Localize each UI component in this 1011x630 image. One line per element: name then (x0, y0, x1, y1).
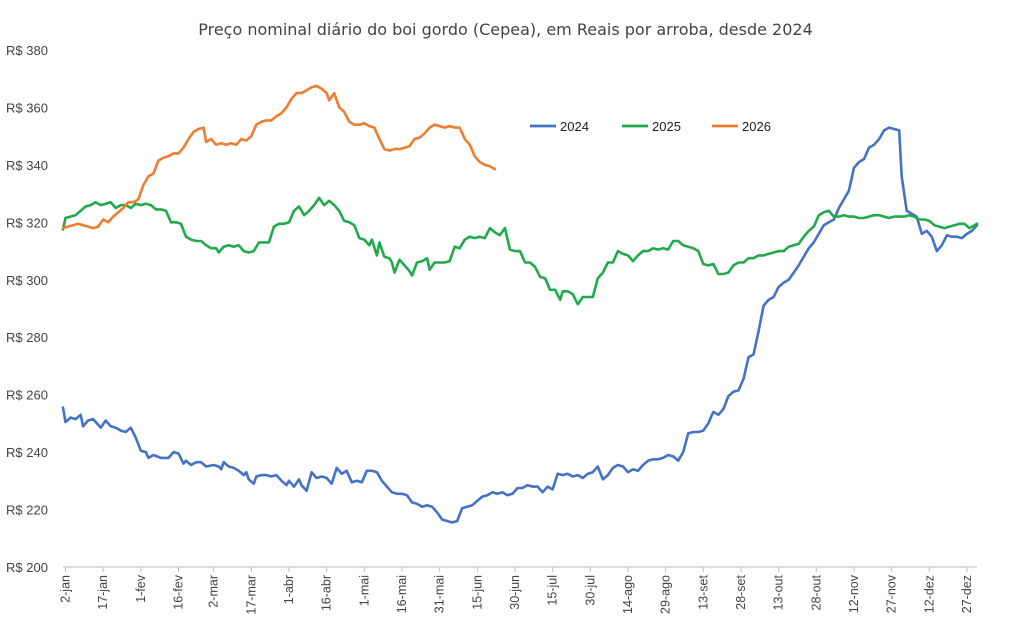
y-tick-label: R$ 260 (6, 388, 48, 403)
y-tick-label: R$ 340 (6, 158, 48, 173)
y-tick-label: R$ 200 (6, 560, 48, 575)
x-tick-label: 13-out (772, 574, 786, 610)
x-tick-label: 13-set (696, 574, 710, 609)
x-tick-label: 15-jun (470, 575, 484, 610)
y-tick-label: R$ 280 (6, 330, 48, 345)
x-tick-label: 28-set (734, 574, 748, 609)
legend-label-2026: 2026 (742, 119, 771, 134)
series-line-2026 (61, 84, 497, 230)
x-tick-label: 12-dez (922, 575, 936, 613)
series-line-2025 (61, 196, 979, 306)
series-line-2024 (61, 126, 979, 524)
legend-label-2025: 2025 (652, 119, 681, 134)
x-tick-label: 16-mai (395, 575, 409, 613)
legend: 2024 2025 2026 (530, 119, 771, 134)
y-tick-label: R$ 300 (6, 273, 48, 288)
y-axis: R$ 200 R$ 220 R$ 240 R$ 260 R$ 280 R$ 300 R$ 3… (6, 43, 48, 575)
x-tick-label: 2-mar (207, 575, 221, 608)
y-tick-label: R$ 240 (6, 445, 48, 460)
x-axis: 2-jan 17-jan 1-fev 16-fev 2-mar 17-mar 1-abr 16… (59, 566, 977, 615)
x-tick-label: 2-jan (59, 575, 73, 603)
x-tick-label: 14-ago (621, 575, 635, 614)
legend-label-2024: 2024 (560, 119, 589, 134)
x-tick-label: 27-nov (885, 574, 899, 613)
chart-title: Preço nominal diário do boi gordo (Cepea… (198, 20, 813, 39)
x-tick-label: 29-ago (659, 575, 673, 614)
y-tick-label: R$ 360 (6, 100, 48, 115)
x-tick-label: 27-dez (960, 575, 974, 613)
x-tick-label: 1-mai (357, 575, 371, 606)
x-tick-label: 30-jul (583, 575, 597, 606)
x-tick-label: 1-abr (282, 575, 296, 604)
x-tick-label: 28-out (809, 574, 823, 610)
x-tick-label: 15-jul (546, 575, 560, 606)
x-tick-label: 30-jun (508, 575, 522, 610)
y-tick-label: R$ 380 (6, 43, 48, 58)
x-tick-label: 17-jan (96, 575, 110, 610)
x-tick-label: 16-fev (172, 574, 186, 609)
y-tick-label: R$ 220 (6, 503, 48, 518)
y-tick-label: R$ 320 (6, 215, 48, 230)
x-tick-label: 1-fev (134, 574, 148, 603)
x-tick-label: 17-mar (244, 575, 258, 615)
x-tick-label: 12-nov (847, 574, 861, 613)
x-tick-label: 16-abr (320, 575, 334, 611)
x-tick-label: 31-mai (433, 575, 447, 613)
series-group (61, 84, 979, 524)
